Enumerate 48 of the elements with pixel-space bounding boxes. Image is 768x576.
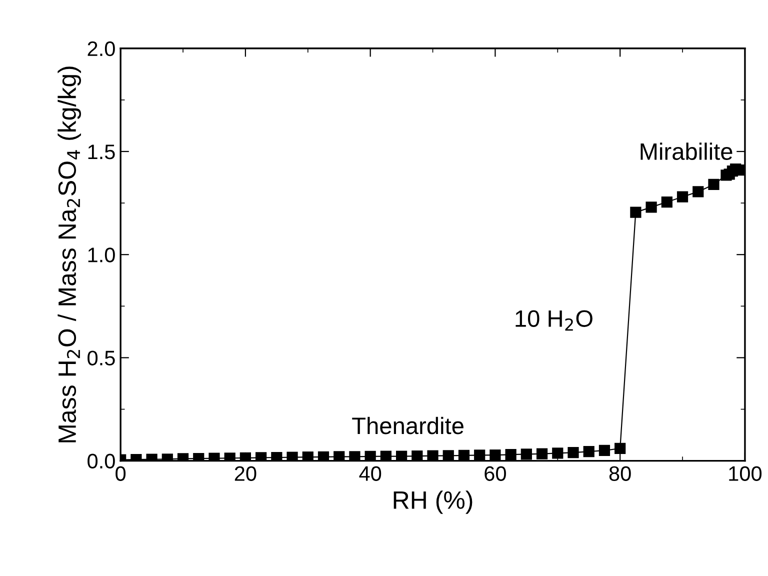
point xyxy=(505,449,516,460)
x-tick-label: 0 xyxy=(116,466,126,481)
point xyxy=(552,448,564,459)
annotation: 10 H$_{2}$O xyxy=(516,310,592,331)
y-axis-title: Mass H$_{2}$O / Mass Na$_{2}$SO$_{4}$ (kg/kg) xyxy=(58,66,82,442)
point xyxy=(427,450,438,461)
point xyxy=(240,452,252,461)
point xyxy=(568,446,579,458)
point xyxy=(286,452,298,461)
point xyxy=(598,444,610,456)
point xyxy=(536,448,548,460)
y-tick-label: 2.0 xyxy=(88,41,115,56)
point xyxy=(661,196,672,208)
point xyxy=(412,450,423,461)
y-tick-label: 1.5 xyxy=(88,144,115,160)
y-tick-label: 0.5 xyxy=(88,350,115,366)
point xyxy=(302,452,314,461)
point xyxy=(334,451,345,461)
point xyxy=(364,450,376,461)
point xyxy=(349,451,360,461)
point xyxy=(442,450,454,461)
x-axis-title: RH (%) xyxy=(394,490,472,514)
x-tick-label: 40 xyxy=(359,466,382,481)
point xyxy=(380,450,392,461)
point xyxy=(630,206,642,218)
point xyxy=(474,450,486,461)
point xyxy=(490,449,501,461)
annotation: Thenardite xyxy=(352,416,464,434)
y-tick-label: 1.0 xyxy=(88,248,115,262)
point xyxy=(458,450,470,461)
point xyxy=(646,202,657,213)
x-tick-label: 100 xyxy=(729,466,762,481)
x-tick-label: 20 xyxy=(234,466,256,481)
point xyxy=(396,450,408,461)
y-tick-label: 0.0 xyxy=(88,454,115,469)
point xyxy=(676,191,688,202)
point xyxy=(318,451,330,461)
x-tick-label: 80 xyxy=(609,466,631,481)
point xyxy=(256,452,267,461)
point xyxy=(614,442,626,454)
x-tick-label: 60 xyxy=(484,466,506,481)
point xyxy=(520,448,532,460)
point xyxy=(271,452,282,461)
point xyxy=(708,178,720,190)
point xyxy=(692,186,704,198)
point xyxy=(583,446,594,458)
point xyxy=(224,452,236,461)
annotation: Mirabilite xyxy=(640,142,732,160)
